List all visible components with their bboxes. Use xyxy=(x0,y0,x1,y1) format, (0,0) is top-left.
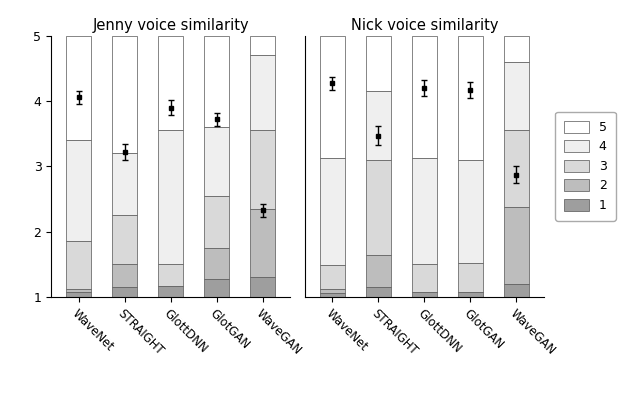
Bar xyxy=(412,36,437,158)
Bar xyxy=(112,153,138,215)
Bar xyxy=(158,265,184,286)
Bar xyxy=(250,36,275,55)
Bar xyxy=(112,265,138,287)
Bar xyxy=(320,36,345,158)
Bar xyxy=(66,140,92,242)
Bar xyxy=(320,293,345,297)
Bar xyxy=(320,158,345,265)
Bar xyxy=(458,292,483,297)
Bar xyxy=(250,209,275,277)
Bar xyxy=(412,265,437,292)
Bar xyxy=(66,292,92,297)
Bar xyxy=(412,292,437,297)
Bar xyxy=(250,130,275,209)
Bar xyxy=(112,287,138,297)
Bar xyxy=(504,36,529,62)
Bar xyxy=(250,277,275,297)
Bar xyxy=(412,158,437,265)
Bar xyxy=(320,265,345,289)
Bar xyxy=(504,130,529,208)
Title: Jenny voice similarity: Jenny voice similarity xyxy=(93,18,249,33)
Bar xyxy=(66,242,92,289)
Legend: 5, 4, 3, 2, 1: 5, 4, 3, 2, 1 xyxy=(555,112,616,221)
Bar xyxy=(250,55,275,130)
Bar xyxy=(365,287,391,297)
Bar xyxy=(112,215,138,265)
Bar xyxy=(158,286,184,297)
Bar xyxy=(204,196,230,248)
Bar xyxy=(204,36,230,127)
Bar xyxy=(365,91,391,160)
Bar xyxy=(158,36,184,130)
Bar xyxy=(504,284,529,297)
Bar xyxy=(112,36,138,153)
Bar xyxy=(458,263,483,292)
Bar xyxy=(458,160,483,263)
Bar xyxy=(204,127,230,196)
Bar xyxy=(204,248,230,279)
Bar xyxy=(158,130,184,265)
Bar xyxy=(204,279,230,297)
Bar xyxy=(365,255,391,287)
Bar xyxy=(504,62,529,130)
Bar xyxy=(320,289,345,293)
Title: Nick voice similarity: Nick voice similarity xyxy=(351,18,498,33)
Bar xyxy=(66,289,92,292)
Bar xyxy=(458,36,483,160)
Bar xyxy=(365,36,391,91)
Bar xyxy=(66,36,92,140)
Bar xyxy=(504,208,529,284)
Bar xyxy=(365,160,391,255)
